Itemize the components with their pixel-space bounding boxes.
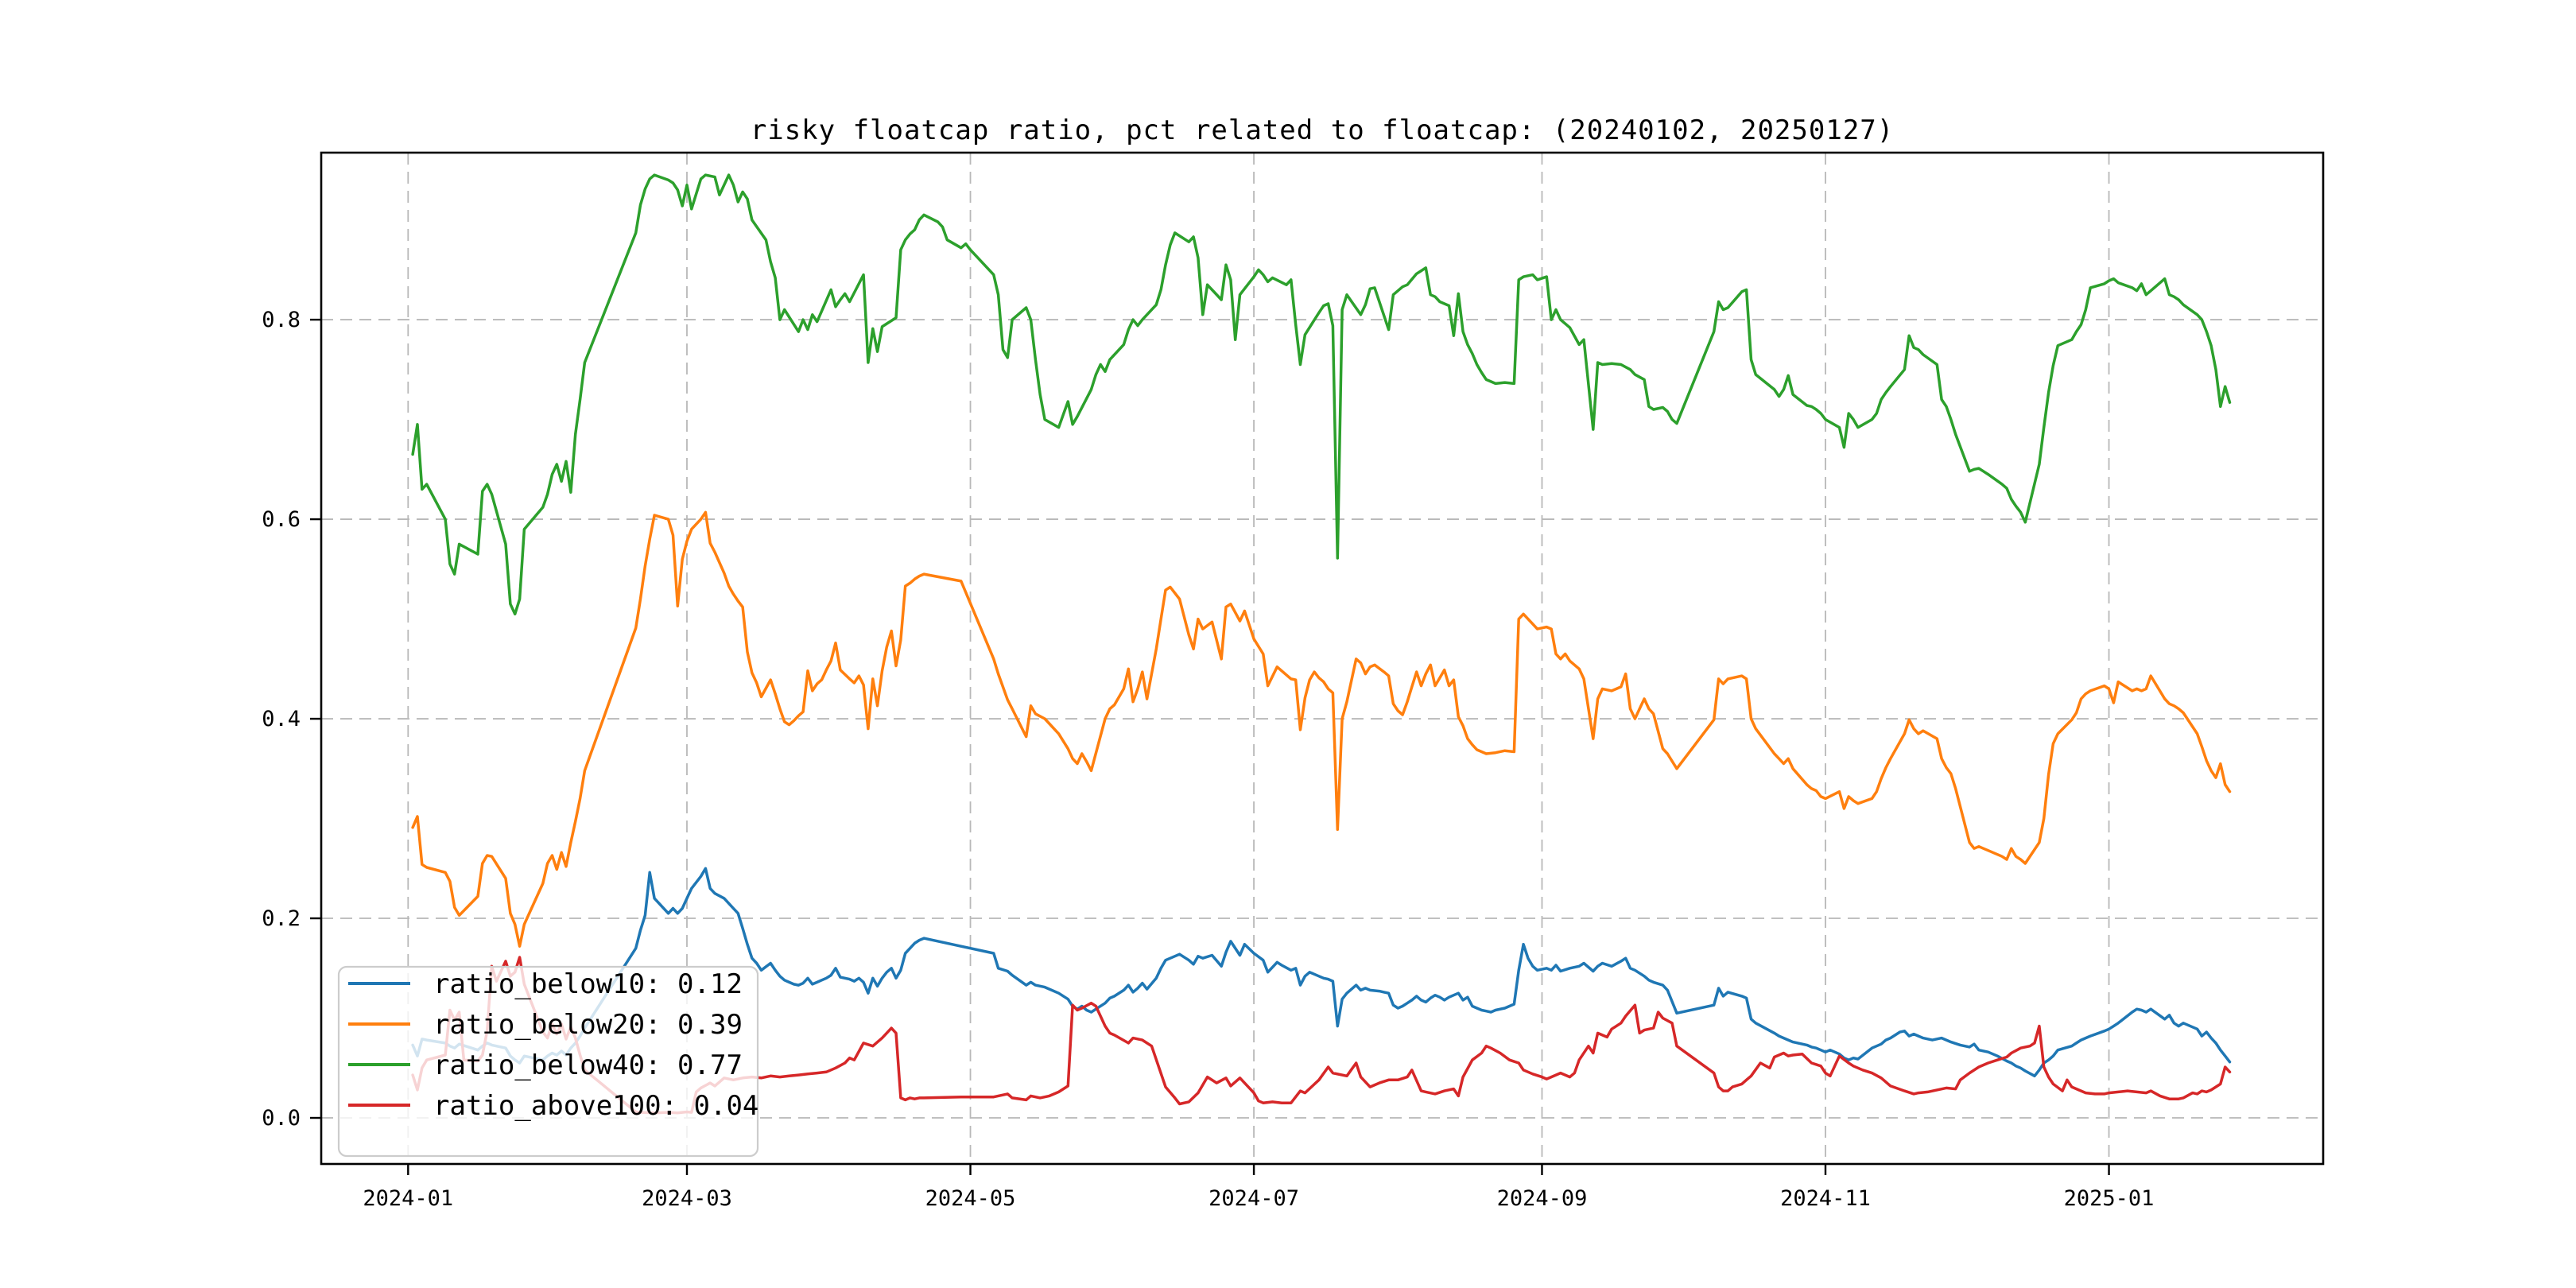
y-tick-label: 0.6 <box>262 507 301 532</box>
legend-item-label: ratio_below40: 0.77 <box>433 1049 743 1081</box>
y-tick-label: 0.8 <box>262 308 301 332</box>
x-tick-label: 2024-01 <box>363 1186 453 1211</box>
legend-box <box>337 965 759 1158</box>
series-line-ratio_below20 <box>411 510 2232 948</box>
series-line-ratio_below10 <box>411 867 2232 1078</box>
x-tick-label: 2024-09 <box>1497 1186 1588 1211</box>
y-tick-label: 0.0 <box>262 1106 301 1131</box>
x-tick-label: 2024-07 <box>1208 1186 1299 1211</box>
x-tick-label: 2024-11 <box>1780 1186 1871 1211</box>
legend-item-label: ratio_below10: 0.12 <box>433 968 743 1000</box>
series-line-ratio_below40 <box>411 173 2232 616</box>
x-tick-label: 2024-03 <box>642 1186 732 1211</box>
chart-title: risky floatcap ratio, pct related to flo… <box>750 114 1895 146</box>
x-tick-label: 2025-01 <box>2064 1186 2155 1211</box>
y-tick-label: 0.4 <box>262 707 301 731</box>
legend-item-label: ratio_below20: 0.39 <box>433 1009 743 1041</box>
axes-spines <box>320 151 2325 1166</box>
x-tick-label: 2024-05 <box>925 1186 1016 1211</box>
y-tick-label: 0.2 <box>262 906 301 931</box>
legend-item-label: ratio_above100: 0.04 <box>433 1090 758 1122</box>
